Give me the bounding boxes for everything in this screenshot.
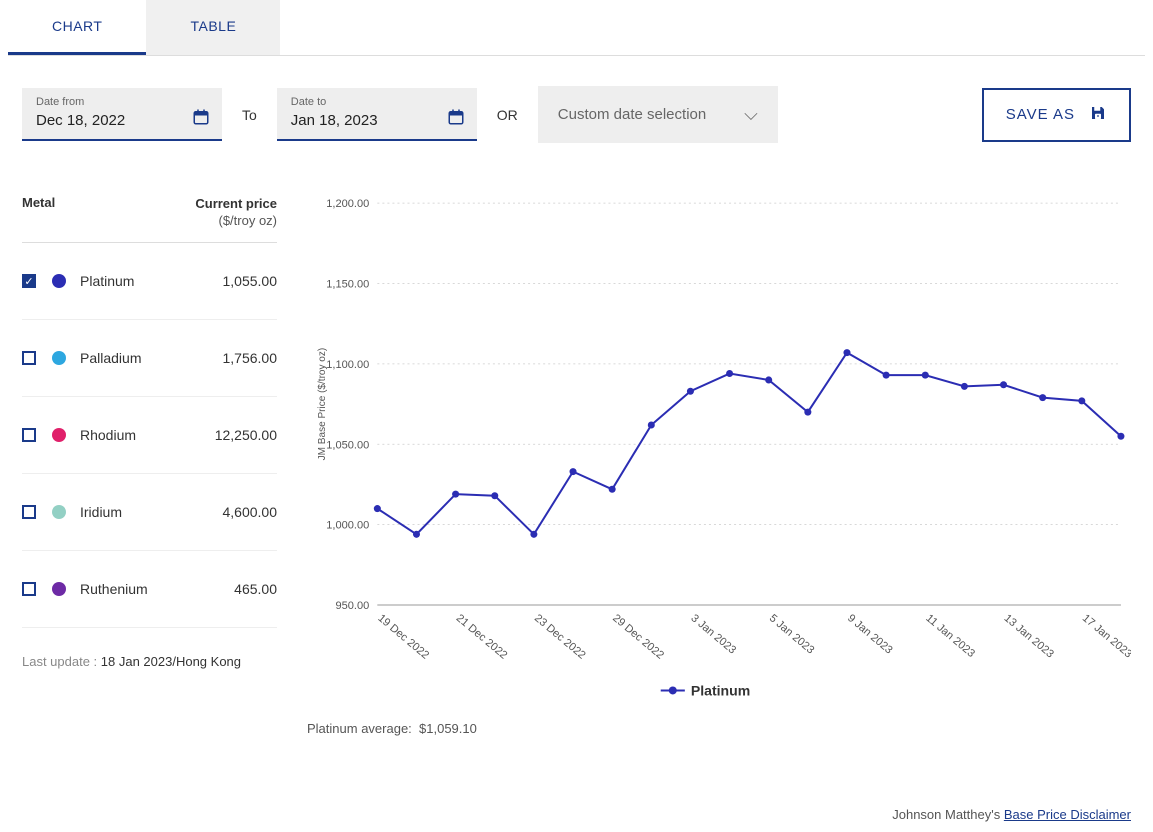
metal-name: Ruthenium bbox=[80, 581, 234, 597]
metal-price: 1,756.00 bbox=[223, 350, 278, 366]
to-label: To bbox=[242, 107, 257, 123]
header-unit: ($/troy oz) bbox=[195, 213, 277, 228]
color-swatch bbox=[52, 582, 66, 596]
custom-date-select[interactable]: Custom date selection ⌵ bbox=[538, 86, 778, 143]
svg-text:950.00: 950.00 bbox=[336, 600, 370, 612]
tab-table[interactable]: TABLE bbox=[146, 0, 280, 55]
custom-date-label: Custom date selection bbox=[558, 106, 706, 123]
or-label: OR bbox=[497, 107, 518, 123]
save-as-button[interactable]: SAVE AS bbox=[982, 88, 1131, 142]
svg-text:3 Jan 2023: 3 Jan 2023 bbox=[689, 612, 739, 656]
average-text: Platinum average: $1,059.10 bbox=[307, 721, 1131, 736]
metal-row-platinum[interactable]: Platinum1,055.00 bbox=[22, 243, 277, 320]
chevron-down-icon: ⌵ bbox=[744, 104, 758, 125]
metal-name: Palladium bbox=[80, 350, 223, 366]
header-price: Current price bbox=[195, 196, 277, 211]
metal-price: 1,055.00 bbox=[223, 273, 278, 289]
last-update: Last update : 18 Jan 2023/Hong Kong bbox=[22, 654, 277, 669]
metal-row-iridium[interactable]: Iridium4,600.00 bbox=[22, 474, 277, 551]
metal-name: Rhodium bbox=[80, 427, 215, 443]
svg-text:1,150.00: 1,150.00 bbox=[326, 279, 369, 291]
date-to-value: Jan 18, 2023 bbox=[291, 112, 463, 129]
save-as-label: SAVE AS bbox=[1006, 106, 1075, 123]
metal-price: 12,250.00 bbox=[215, 427, 277, 443]
checkbox[interactable] bbox=[22, 351, 36, 365]
svg-text:5 Jan 2023: 5 Jan 2023 bbox=[767, 612, 817, 656]
chart-area: 950.00 1,000.00 1,050.00 1,100.00 1,150.00 1,… bbox=[307, 183, 1131, 736]
checkbox[interactable] bbox=[22, 274, 36, 288]
metal-row-rhodium[interactable]: Rhodium12,250.00 bbox=[22, 397, 277, 474]
svg-text:13 Jan 2023: 13 Jan 2023 bbox=[1002, 612, 1056, 660]
svg-text:21 Dec 2022: 21 Dec 2022 bbox=[454, 612, 510, 661]
svg-text:19 Dec 2022: 19 Dec 2022 bbox=[375, 612, 431, 661]
svg-text:Platinum: Platinum bbox=[691, 682, 750, 698]
last-update-value: 18 Jan 2023/Hong Kong bbox=[101, 654, 241, 669]
metal-price: 4,600.00 bbox=[223, 504, 278, 520]
color-swatch bbox=[52, 351, 66, 365]
header-metal: Metal bbox=[22, 195, 55, 228]
svg-text:9 Jan 2023: 9 Jan 2023 bbox=[845, 612, 895, 656]
metals-sidebar: Metal Current price ($/troy oz) Platinum… bbox=[22, 183, 277, 736]
calendar-icon[interactable] bbox=[192, 108, 210, 131]
checkbox[interactable] bbox=[22, 505, 36, 519]
disclaimer-link[interactable]: Base Price Disclaimer bbox=[1004, 807, 1131, 822]
svg-text:1,200.00: 1,200.00 bbox=[326, 198, 369, 210]
date-from-value: Dec 18, 2022 bbox=[36, 112, 208, 129]
date-to-field[interactable]: Date to Jan 18, 2023 bbox=[277, 88, 477, 141]
svg-text:29 Dec 2022: 29 Dec 2022 bbox=[610, 612, 666, 661]
svg-text:1,050.00: 1,050.00 bbox=[326, 439, 369, 451]
disclaimer: Johnson Matthey's Base Price Disclaimer bbox=[892, 807, 1131, 822]
metal-price: 465.00 bbox=[234, 581, 277, 597]
date-to-label: Date to bbox=[291, 96, 463, 108]
color-swatch bbox=[52, 428, 66, 442]
checkbox[interactable] bbox=[22, 428, 36, 442]
svg-text:23 Dec 2022: 23 Dec 2022 bbox=[532, 612, 588, 661]
controls-bar: Date from Dec 18, 2022 To Date to Jan 18… bbox=[0, 86, 1153, 183]
metal-row-ruthenium[interactable]: Ruthenium465.00 bbox=[22, 551, 277, 628]
checkbox[interactable] bbox=[22, 582, 36, 596]
svg-text:1,100.00: 1,100.00 bbox=[326, 359, 369, 371]
save-icon bbox=[1089, 104, 1107, 126]
date-from-field[interactable]: Date from Dec 18, 2022 bbox=[22, 88, 222, 141]
disclaimer-prefix: Johnson Matthey's bbox=[892, 807, 1004, 822]
sidebar-header: Metal Current price ($/troy oz) bbox=[22, 183, 277, 243]
metal-name: Iridium bbox=[80, 504, 223, 520]
color-swatch bbox=[52, 274, 66, 288]
tabs: CHART TABLE bbox=[8, 0, 1145, 56]
tab-chart[interactable]: CHART bbox=[8, 0, 146, 55]
price-chart: 950.00 1,000.00 1,050.00 1,100.00 1,150.00 1,… bbox=[307, 183, 1131, 706]
svg-text:1,000.00: 1,000.00 bbox=[326, 520, 369, 532]
svg-text:17 Jan 2023: 17 Jan 2023 bbox=[1080, 612, 1131, 660]
metal-name: Platinum bbox=[80, 273, 223, 289]
metal-row-palladium[interactable]: Palladium1,756.00 bbox=[22, 320, 277, 397]
last-update-label: Last update : bbox=[22, 654, 101, 669]
date-from-label: Date from bbox=[36, 96, 208, 108]
color-swatch bbox=[52, 505, 66, 519]
calendar-icon[interactable] bbox=[447, 108, 465, 131]
svg-text:JM Base Price ($/troy oz): JM Base Price ($/troy oz) bbox=[317, 348, 328, 461]
svg-text:11 Jan 2023: 11 Jan 2023 bbox=[923, 612, 977, 660]
